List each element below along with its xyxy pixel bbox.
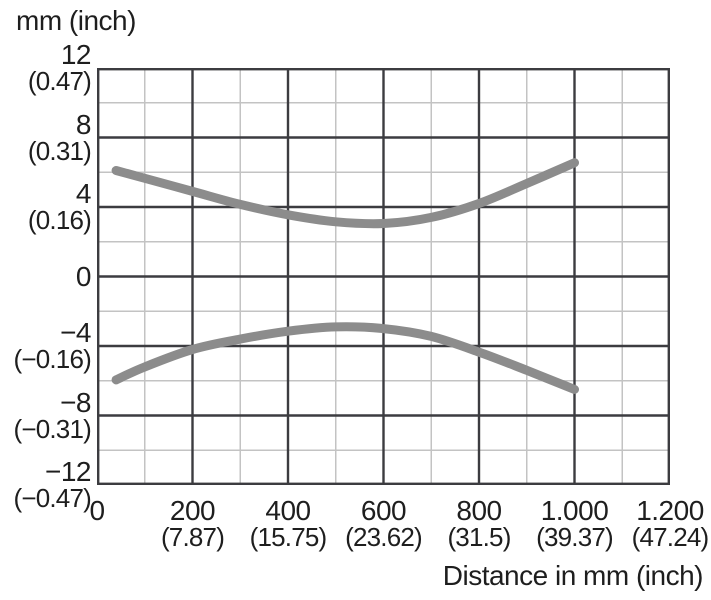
- x-tick-mm-value: 800: [456, 495, 502, 526]
- y-tick-label: 0: [0, 260, 92, 292]
- x-tick-inch-value: (47.24): [631, 522, 710, 552]
- x-tick-mm-value: 400: [265, 495, 311, 526]
- x-tick-label: 0: [89, 495, 105, 526]
- y-tick-label: −12 (−0.47): [0, 456, 92, 513]
- y-tick-label: 4 (0.16): [0, 178, 92, 235]
- y-tick-inch-value: (0.31): [27, 135, 92, 166]
- y-tick-inch-value: (−0.31): [13, 413, 91, 444]
- y-tick-mm-value: 4: [75, 178, 92, 209]
- y-tick-mm-value: 12: [60, 39, 92, 70]
- plot-area: [97, 68, 670, 485]
- y-tick-mm-value: −8: [60, 386, 91, 418]
- x-tick-inch-value: (39.37): [536, 522, 614, 552]
- y-tick-label: −8 (−0.31): [0, 386, 91, 444]
- x-tick-label: 1.200 (47.24): [631, 495, 710, 552]
- y-tick-mm-value: 8: [75, 108, 92, 140]
- x-tick-inch-value: (7.87): [160, 522, 225, 552]
- y-tick-inch-value: (−0.47): [13, 483, 91, 513]
- x-tick-label: 200 (7.87): [160, 495, 225, 552]
- y-tick-mm-value: 0: [75, 260, 92, 292]
- x-tick-mm-value: 0: [89, 495, 105, 526]
- x-tick-label: 800 (31.5): [447, 495, 511, 552]
- x-tick-mm-value: 1.200: [636, 495, 704, 526]
- y-tick-mm-value: −4: [60, 317, 91, 348]
- plot-border: [97, 68, 670, 485]
- upper-deviation-curve: [111, 158, 579, 229]
- lower-deviation-curve: [111, 322, 579, 394]
- y-tick-label: −4 (−0.16): [0, 317, 91, 374]
- x-tick-inch-value: (23.62): [345, 522, 423, 552]
- y-axis-title: mm (inch): [16, 5, 136, 36]
- x-axis-title: Distance in mm (inch): [442, 560, 704, 591]
- y-tick-inch-value: (0.47): [27, 66, 92, 96]
- y-tick-inch-value: (−0.16): [13, 344, 91, 374]
- y-tick-label: 12 (0.47): [0, 39, 92, 96]
- y-tick-inch-value: (0.16): [27, 205, 92, 235]
- y-tick-label: 8 (0.31): [0, 108, 92, 166]
- x-tick-mm-value: 1.000: [540, 495, 609, 526]
- x-tick-label: 400 (15.75): [249, 495, 328, 552]
- x-tick-label: 600 (23.62): [345, 495, 423, 552]
- x-tick-inch-value: (31.5): [447, 522, 511, 552]
- x-tick-label: 1.000 (39.37): [536, 495, 614, 552]
- y-tick-mm-value: −12: [45, 456, 92, 487]
- x-tick-mm-value: 600: [360, 495, 407, 526]
- x-tick-inch-value: (15.75): [249, 522, 328, 552]
- x-tick-mm-value: 200: [169, 495, 216, 526]
